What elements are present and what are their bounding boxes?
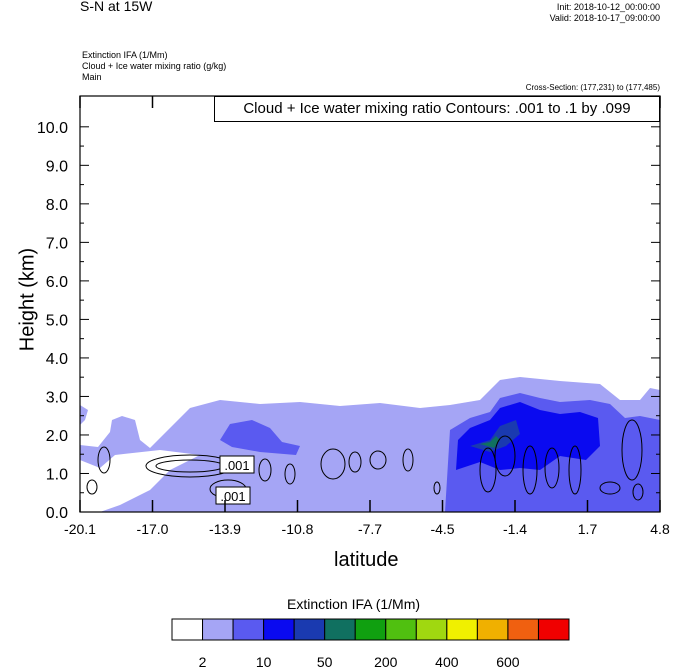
y-tick-label: 7.0 <box>46 235 68 252</box>
contour-mid-7 <box>433 481 441 495</box>
colorbar-swatch <box>324 618 356 641</box>
colorbar: 2 10 50 200 400 600 <box>171 618 570 668</box>
y-tick-label: 9.0 <box>46 158 68 175</box>
colorbar-tick-label: 600 <box>496 654 520 668</box>
x-tick-label: -7.7 <box>358 521 382 537</box>
contour-label: .001 <box>215 486 251 505</box>
colorbar-swatch <box>446 618 478 641</box>
contour-mid-6 <box>402 448 414 472</box>
contour-mid-1 <box>258 458 272 482</box>
y-tick-label: 8.0 <box>46 197 68 214</box>
contour-east-6 <box>599 481 621 495</box>
x-tick-label: -10.8 <box>282 521 314 537</box>
x-tick-label: -20.1 <box>64 521 96 537</box>
x-tick-label: -1.4 <box>503 521 527 537</box>
extinction-fill-layer <box>80 377 660 512</box>
y-tick-label: 10.0 <box>37 120 68 137</box>
colorbar-swatch <box>202 618 234 641</box>
contour-label: .001 <box>219 455 255 474</box>
colorbar-title: Extinction IFA (1/Mm) <box>287 596 421 612</box>
y-tick-label: 1.0 <box>46 466 68 483</box>
field-label-cloud-ice: Cloud + Ice water mixing ratio (g/kg) <box>82 61 227 71</box>
contour-east-1 <box>479 447 497 493</box>
fill-level-1-edge <box>80 405 88 425</box>
plot-title: S-N at 15W <box>80 0 153 14</box>
contour-east-8 <box>632 483 644 501</box>
init-time: Init: 2018-10-12_00:00:00 <box>556 2 660 12</box>
colorbar-tick-label: 200 <box>374 654 398 668</box>
contour-east-5 <box>568 445 582 495</box>
x-tick-label: -17.0 <box>137 521 169 537</box>
field-label-main: Main <box>82 72 102 82</box>
contour-mid-5 <box>369 450 387 470</box>
svg-text:.001: .001 <box>220 489 245 504</box>
svg-text:.001: .001 <box>224 458 249 473</box>
contour-mid-4 <box>348 451 362 473</box>
colorbar-swatch <box>537 618 570 641</box>
x-tick-label: -13.9 <box>209 521 241 537</box>
contour-east-4 <box>544 447 560 489</box>
field-label-extinction: Extinction IFA (1/Mm) <box>82 50 168 60</box>
colorbar-swatch <box>293 618 326 641</box>
y-tick-label: 6.0 <box>46 274 68 291</box>
colorbar-tick-label: 2 <box>199 654 207 668</box>
contour-layer: .001 .001 <box>86 419 644 505</box>
colorbar-swatch <box>476 618 509 641</box>
colorbar-swatch <box>354 618 387 641</box>
colorbar-swatch <box>507 618 539 641</box>
y-tick-label: 3.0 <box>46 389 68 406</box>
colorbar-tick-label: 400 <box>435 654 459 668</box>
colorbar-swatch <box>263 618 295 641</box>
colorbar-swatch <box>385 618 417 641</box>
y-axis-label: Height (km) <box>16 247 39 352</box>
contour-east-7 <box>621 419 643 481</box>
contour-east-3 <box>522 445 538 495</box>
cross-section-label: Cross-Section: (177,231) to (177,485) <box>525 83 660 92</box>
x-tick-label: 1.7 <box>578 521 598 537</box>
y-tick-label: 4.0 <box>46 351 68 368</box>
colorbar-tick-label: 10 <box>256 654 272 668</box>
x-tick-label: -4.5 <box>430 521 454 537</box>
fill-level-5 <box>480 436 500 448</box>
fill-clear-region <box>80 450 200 512</box>
colorbar-swatch <box>171 618 204 641</box>
contour-info-box: Cloud + Ice water mixing ratio Contours:… <box>214 96 660 122</box>
contour-mid-3 <box>320 448 346 480</box>
contour-west-2 <box>86 479 98 495</box>
contour-mid-2 <box>284 463 296 485</box>
colorbar-tick-label: 50 <box>317 654 333 668</box>
x-tick-label: 4.8 <box>650 521 670 537</box>
fill-level-2-west <box>220 420 300 455</box>
colorbar-swatch <box>415 618 448 641</box>
axis-ticks: 0.0 1.0 2.0 3.0 4.0 5.0 6.0 7.0 8.0 9.0 10.0 -20.1 -… <box>37 96 670 537</box>
y-tick-label: 2.0 <box>46 428 68 445</box>
contour-west-1 <box>97 446 111 474</box>
colorbar-swatch <box>232 618 265 641</box>
y-tick-label: 5.0 <box>46 312 68 329</box>
valid-time: Valid: 2018-10-17_09:00:00 <box>549 13 660 23</box>
contour-east-2 <box>494 435 516 477</box>
fill-level-3 <box>456 402 600 470</box>
y-tick-label: 0.0 <box>46 505 68 522</box>
x-axis-label: latitude <box>334 549 399 571</box>
